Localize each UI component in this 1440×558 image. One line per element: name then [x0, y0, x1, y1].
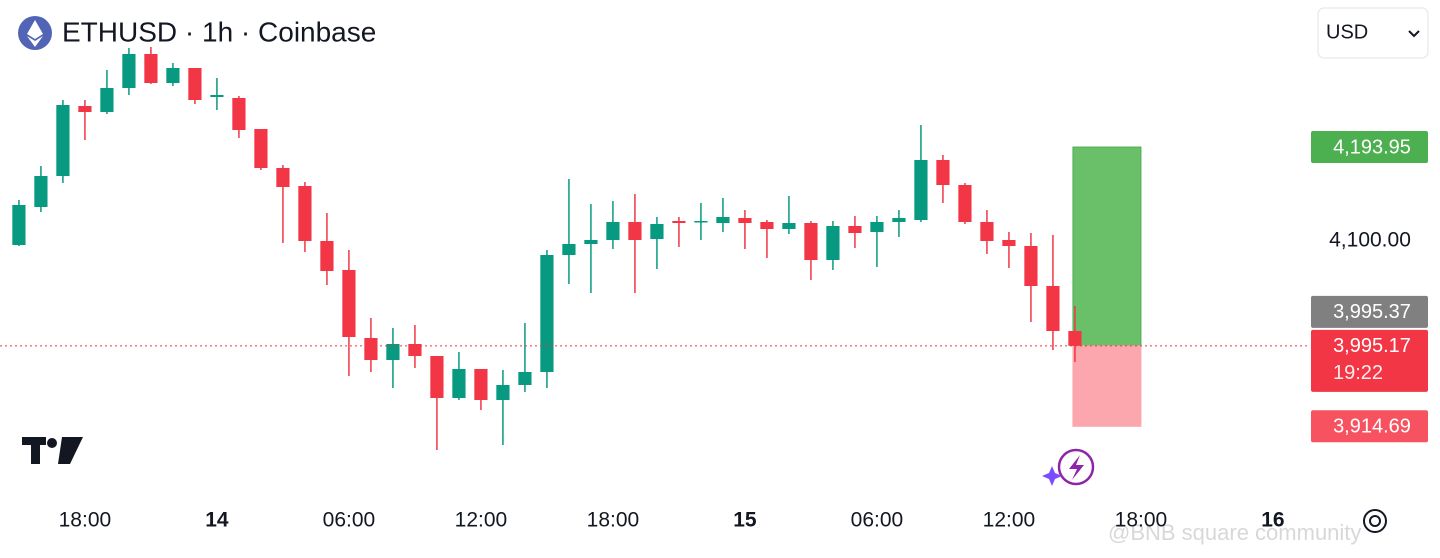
candle-body: [12, 205, 26, 245]
candle-body: [1046, 286, 1060, 331]
symbol-title: ETHUSD · 1h · Coinbase: [62, 16, 376, 47]
x-tick-label: 15: [733, 509, 757, 532]
candle-body: [144, 54, 158, 83]
candle-body: [782, 223, 796, 229]
candle-body: [298, 186, 312, 241]
candle-body: [936, 160, 950, 185]
candle-body: [1068, 331, 1082, 346]
x-tick-label: 18:00: [1115, 509, 1168, 532]
candle-body: [430, 356, 444, 398]
candle-body: [562, 244, 576, 255]
price-label: 3,914.69: [1333, 416, 1411, 438]
candle-body: [540, 255, 554, 372]
candle-body: [56, 105, 70, 176]
candle-body: [672, 221, 686, 223]
price-label-box: [1311, 131, 1428, 164]
price-label: 3,995.17: [1333, 335, 1411, 357]
price-label-box: [1311, 295, 1428, 328]
candle-body: [694, 221, 708, 223]
candle-body: [650, 224, 664, 239]
x-tick-label: 14: [205, 509, 229, 532]
lightning-icon[interactable]: [1042, 448, 1095, 486]
settings-icon[interactable]: [1363, 509, 1387, 533]
candle-body: [474, 369, 488, 400]
watermark: @BNB square community: [1108, 520, 1361, 545]
candle-body: [870, 222, 884, 232]
candle-body: [364, 338, 378, 360]
price-label-box: [1311, 329, 1428, 392]
candle-body: [826, 226, 840, 260]
eth-glyph: [27, 20, 43, 47]
currency-label: USD: [1326, 21, 1368, 43]
x-tick-label: 12:00: [983, 509, 1036, 532]
candle-body: [606, 222, 620, 240]
candle-body: [386, 344, 400, 360]
price-label: 3,995.37: [1333, 301, 1411, 323]
candle-body: [452, 369, 466, 398]
candle-body: [276, 168, 290, 187]
x-tick-label: 18:00: [59, 509, 112, 532]
price-label: 4,193.95: [1333, 136, 1411, 158]
candle-body: [210, 95, 224, 97]
candle-body: [958, 185, 972, 222]
candle-body: [408, 344, 422, 356]
candle-body: [518, 372, 532, 385]
candle-body: [34, 176, 48, 207]
candle-body: [584, 240, 598, 244]
candle-body: [804, 223, 818, 260]
tv-logo: [22, 437, 83, 464]
candle-body: [738, 218, 752, 223]
x-tick-label: 12:00: [455, 509, 508, 532]
candle-body: [122, 54, 136, 88]
candle-body: [1002, 240, 1016, 246]
x-tick-label: 06:00: [851, 509, 904, 532]
candle-body: [496, 385, 510, 400]
candle-body: [166, 68, 180, 83]
candle-body: [320, 241, 334, 271]
countdown: 19:22: [1333, 362, 1383, 384]
candle-body: [716, 217, 730, 223]
candle-body: [188, 68, 202, 100]
candle-body: [100, 88, 114, 112]
candle-body: [78, 106, 92, 112]
candle-body: [342, 270, 356, 337]
candle-body: [628, 222, 642, 240]
x-tick-label: 16: [1261, 509, 1284, 532]
price-label-box: [1311, 410, 1428, 443]
x-tick-label: 06:00: [323, 509, 376, 532]
y-tick-label: 4,100.00: [1329, 229, 1411, 252]
x-tick-label: 18:00: [587, 509, 640, 532]
chevron: [1408, 30, 1420, 38]
candle-body: [892, 218, 906, 222]
loss-zone: [1072, 345, 1142, 427]
candle-body: [254, 129, 268, 168]
profit-zone: [1072, 146, 1142, 347]
currency-select[interactable]: [1317, 7, 1429, 59]
candle-body: [1024, 246, 1038, 286]
candle-body: [848, 226, 862, 233]
candle-body: [760, 222, 774, 229]
candle-body: [980, 222, 994, 241]
candle-body: [232, 98, 246, 130]
candle-body: [914, 160, 928, 220]
candles: [12, 47, 1082, 450]
